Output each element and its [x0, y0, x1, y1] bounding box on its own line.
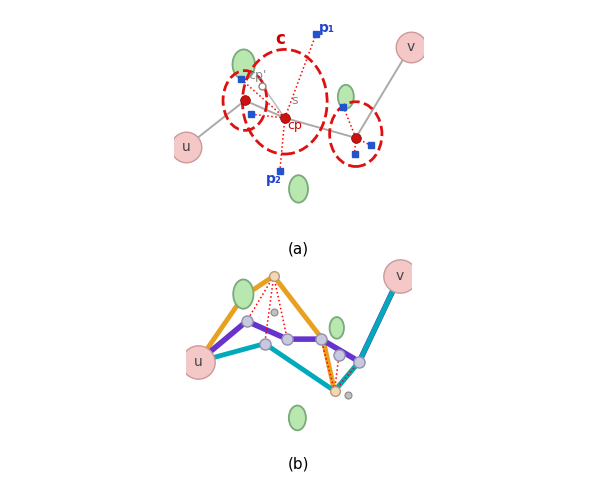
- Text: u: u: [194, 354, 203, 369]
- Text: u: u: [182, 139, 191, 154]
- Text: cp': cp': [249, 69, 267, 82]
- Text: v: v: [407, 40, 415, 54]
- Text: (b): (b): [288, 457, 309, 472]
- Text: c: c: [276, 31, 285, 48]
- Text: p₂: p₂: [266, 171, 282, 186]
- Text: p₁: p₁: [319, 21, 335, 35]
- Ellipse shape: [338, 85, 354, 109]
- Text: (a): (a): [288, 241, 309, 256]
- Ellipse shape: [232, 49, 255, 80]
- Text: s: s: [292, 94, 298, 107]
- Text: v: v: [396, 269, 404, 283]
- Ellipse shape: [289, 406, 306, 430]
- Ellipse shape: [289, 175, 308, 203]
- Ellipse shape: [233, 279, 254, 309]
- Text: cp: cp: [287, 119, 302, 132]
- Ellipse shape: [330, 317, 344, 339]
